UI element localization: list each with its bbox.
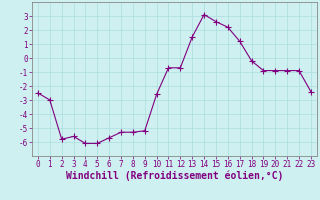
X-axis label: Windchill (Refroidissement éolien,°C): Windchill (Refroidissement éolien,°C) <box>66 171 283 181</box>
